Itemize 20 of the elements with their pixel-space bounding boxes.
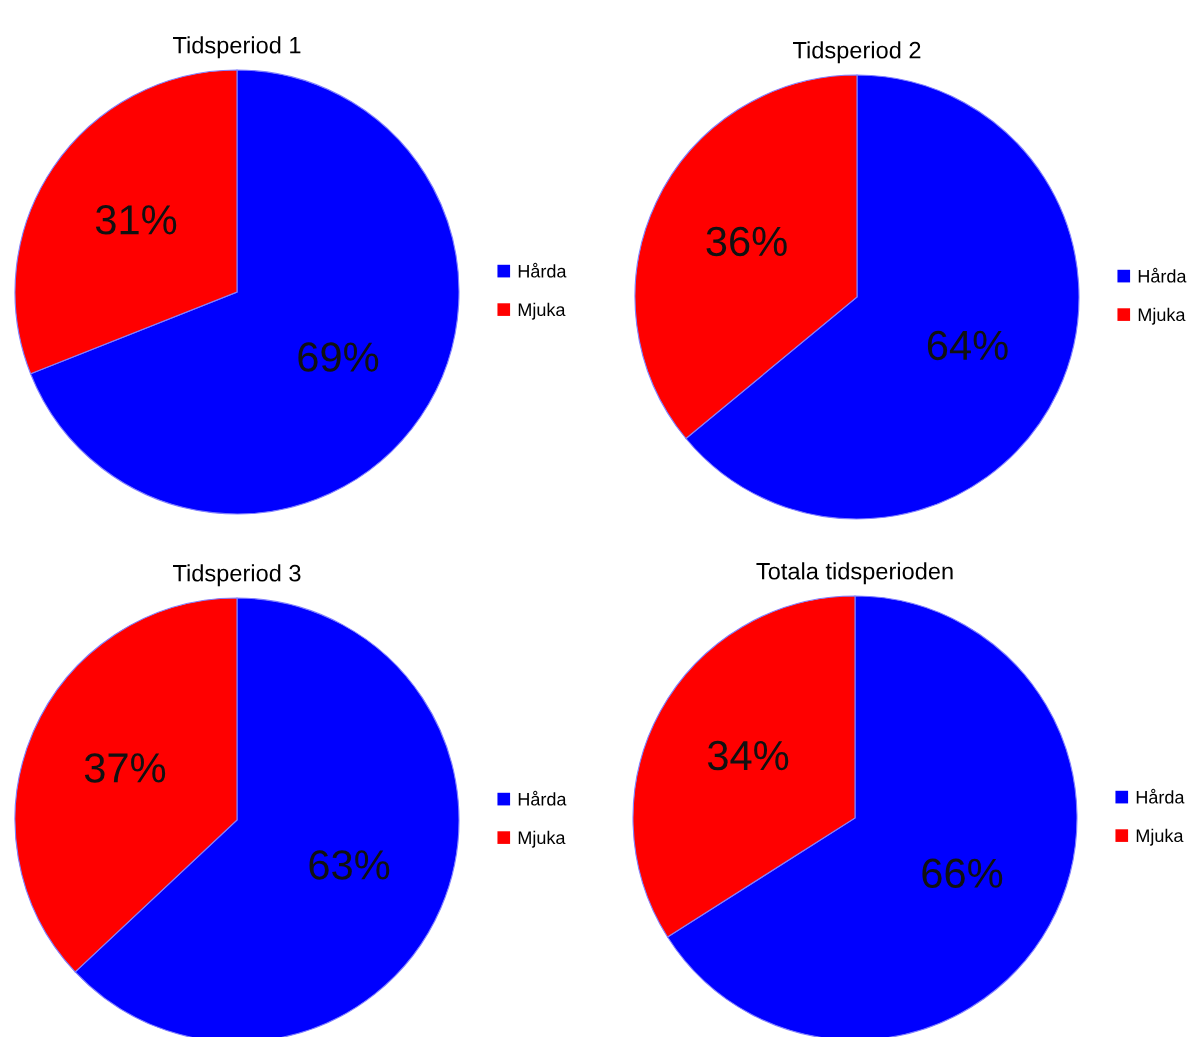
data-label: 63% (309, 850, 390, 880)
legend-label: Mjuka (1138, 307, 1186, 325)
data-label: 34% (707, 740, 789, 771)
data-label: 37% (84, 753, 166, 783)
legend-label: Hårda (1138, 267, 1187, 283)
legend-label: Mjuka (518, 830, 566, 848)
chart-title: Tidsperiod 3 (173, 564, 301, 587)
data-label: 36% (706, 226, 787, 257)
data-label: 31% (95, 205, 177, 235)
legend-label: Mjuka (518, 302, 566, 320)
data-label: 64% (927, 330, 1008, 361)
data-label: 66% (922, 858, 1003, 889)
legend-label: Hårda (518, 262, 567, 278)
chart-title: Tidsperiod 1 (173, 36, 301, 59)
legend-label: Mjuka (1136, 828, 1184, 846)
chart-title: Tidsperiod 2 (793, 41, 921, 64)
chart-title: Totala tidsperioden (756, 562, 953, 585)
legend-label: Hårda (518, 790, 567, 806)
legend-label: Hårda (1136, 788, 1185, 804)
data-label: 69% (298, 342, 379, 372)
